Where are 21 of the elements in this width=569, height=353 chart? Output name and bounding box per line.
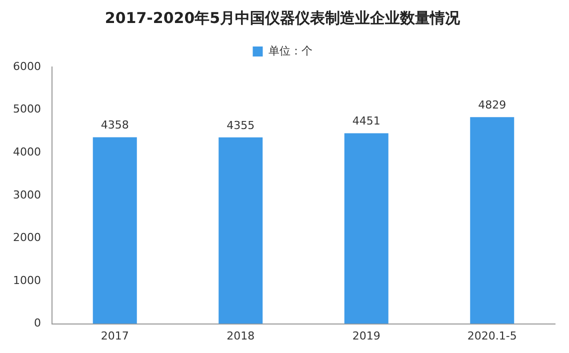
y-tick-label: 1000 — [12, 274, 41, 287]
y-tick-label: 3000 — [12, 188, 41, 202]
data-label: 4355 — [226, 118, 255, 132]
y-tick-label: 6000 — [12, 60, 41, 73]
bar — [344, 133, 388, 324]
x-tick-label: 2017 — [100, 329, 129, 342]
y-tick-label: 5000 — [12, 102, 41, 116]
data-label: 4451 — [352, 114, 380, 128]
chart-title: 2017-2020年5月中国仪器仪表制造业企业数量情况 — [104, 8, 462, 27]
data-label: 4829 — [478, 98, 506, 112]
legend-label: 单位：个 — [268, 44, 312, 58]
y-tick-label: 2000 — [12, 231, 41, 244]
y-tick-label: 4000 — [12, 145, 41, 158]
y-tick-label: 0 — [34, 316, 41, 330]
bar — [218, 137, 263, 324]
bar — [470, 117, 514, 324]
bar — [92, 137, 137, 324]
x-tick-label: 2020.1-5 — [467, 329, 517, 342]
x-tick-label: 2019 — [352, 329, 380, 342]
x-tick-label: 2018 — [226, 329, 255, 342]
data-label: 4358 — [100, 118, 129, 132]
